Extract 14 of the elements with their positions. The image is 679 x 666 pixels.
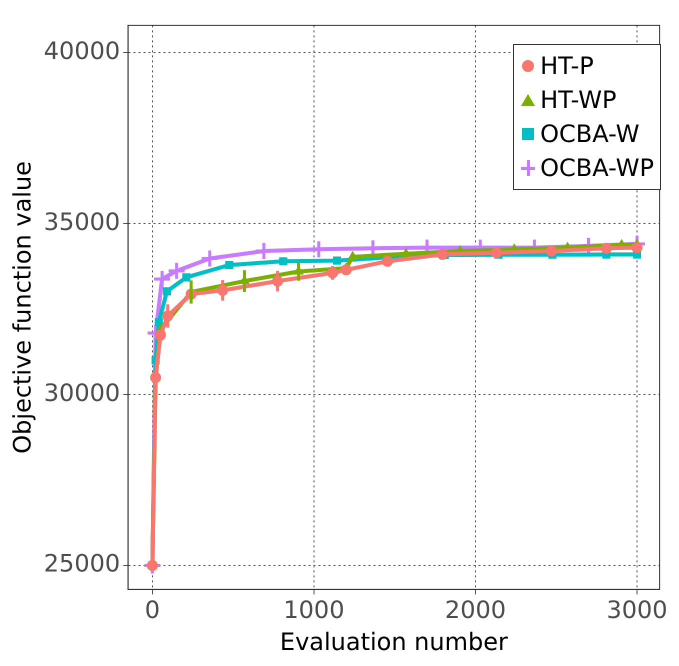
y-tick-label: 25000 bbox=[44, 550, 120, 578]
x-tick-label: 0 bbox=[144, 596, 160, 624]
y-tick-label: 40000 bbox=[44, 36, 120, 65]
legend-label: OCBA-W bbox=[540, 119, 640, 150]
legend-label: HT-P bbox=[540, 51, 594, 82]
x-tick-label: 2000 bbox=[444, 596, 506, 624]
y-tick-label: 30000 bbox=[44, 378, 120, 407]
x-axis-title: Evaluation number bbox=[280, 628, 508, 656]
y-axis-title: Objective function value bbox=[8, 161, 37, 454]
y-tick-label: 35000 bbox=[44, 208, 120, 236]
x-tick-label: 3000 bbox=[606, 596, 668, 624]
x-tick-label: 1000 bbox=[283, 596, 344, 624]
legend-label: OCBA-WP bbox=[540, 153, 654, 184]
legend-label: HT-WP bbox=[540, 85, 616, 116]
